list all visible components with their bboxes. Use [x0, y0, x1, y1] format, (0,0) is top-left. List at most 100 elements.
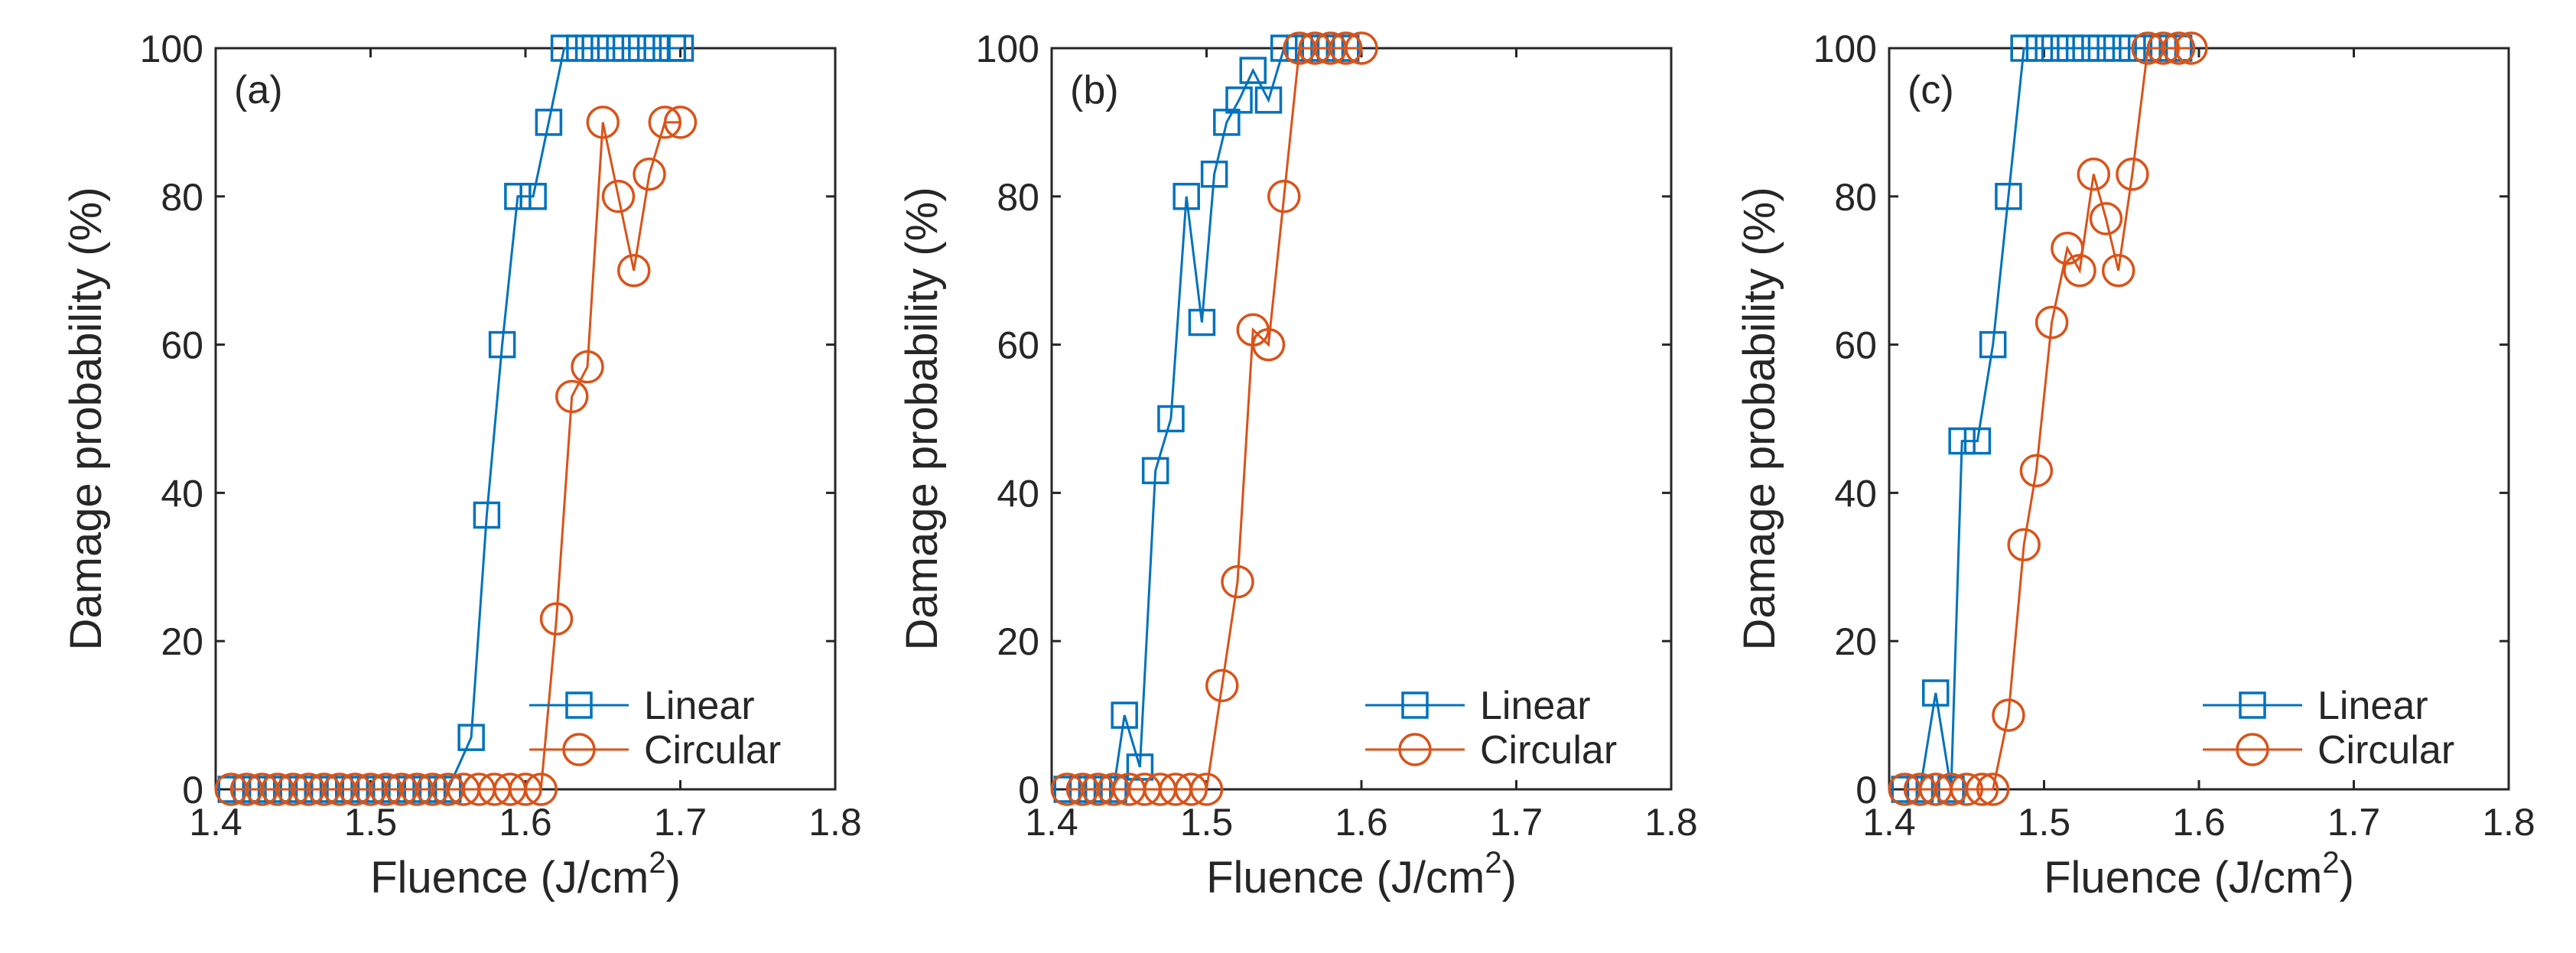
- data-point-linear: [2103, 34, 2131, 62]
- data-point-circular: [1174, 772, 1208, 806]
- data-point-linear: [457, 724, 485, 751]
- panel-2: 1.4 1.5 1.6 1.7 1.8 0 20 40 60 80 100 Fluence (J/cm…: [897, 28, 1698, 903]
- x-axis-label-text: Fluence (J/cm: [2044, 853, 2322, 903]
- x-tick-label: 1.8: [2482, 801, 2535, 844]
- series-circular: [214, 106, 698, 806]
- data-point-linear: [1188, 308, 1216, 337]
- data-point-circular: [2101, 253, 2135, 288]
- x-axis-label-text: Fluence (J/cm: [370, 853, 649, 903]
- data-point-linear: [1963, 427, 1992, 455]
- data-point-linear: [473, 501, 501, 529]
- series-line-circular: [231, 121, 681, 791]
- x-tick-label: 1.4: [1862, 801, 1916, 844]
- data-point-circular: [2089, 202, 2123, 236]
- y-tick-label: 60: [997, 324, 1039, 367]
- panel-3: 1.4 1.5 1.6 1.7 1.8 0 20 40 60 80 100 Fluence (J/cm…: [1735, 28, 2535, 903]
- data-point-linear: [1270, 34, 1298, 62]
- data-point-circular: [2019, 454, 2054, 488]
- legend-label-linear: Linear: [644, 684, 755, 728]
- legend-marker-circular: [1398, 733, 1432, 766]
- x-axis-label-text: Fluence (J/cm: [1206, 853, 1485, 903]
- legend-marker-linear: [2239, 691, 2266, 719]
- x-tick-label: 1.6: [499, 801, 552, 844]
- legend-marker-linear: [1401, 691, 1429, 719]
- data-point-circular: [663, 106, 698, 139]
- x-axis-label: Fluence (J/cm2): [2044, 846, 2354, 903]
- data-point-circular: [1976, 772, 2010, 806]
- data-point-circular: [617, 253, 651, 288]
- data-point-circular: [524, 772, 558, 806]
- data-point-circular: [1329, 31, 1363, 65]
- y-tick-label: 0: [1856, 769, 1877, 812]
- data-point-linear: [597, 34, 625, 62]
- legend-label-linear: Linear: [1480, 684, 1591, 728]
- y-tick-label: 100: [976, 28, 1039, 70]
- data-point-circular: [633, 157, 666, 191]
- x-tick-label: 1.6: [1335, 801, 1388, 844]
- y-tick-label: 60: [1834, 324, 1877, 367]
- data-point-linear: [2025, 34, 2054, 62]
- panel-label: (a): [234, 68, 283, 112]
- data-point-circular: [1345, 31, 1378, 65]
- data-point-linear: [566, 34, 594, 62]
- data-point-circular: [2007, 528, 2041, 561]
- data-point-circular: [2077, 157, 2111, 191]
- x-axis-label-close: ): [666, 853, 681, 903]
- y-tick-label: 0: [1018, 769, 1039, 812]
- x-axis-label-sup: 2: [649, 846, 665, 880]
- data-point-circular: [2146, 31, 2181, 65]
- x-axis-label-sup: 2: [1485, 846, 1501, 880]
- series-linear: [217, 34, 694, 803]
- y-tick-label: 100: [140, 28, 203, 70]
- data-point-linear: [612, 34, 640, 62]
- x-tick-label: 1.7: [1490, 801, 1543, 844]
- y-tick-label: 80: [161, 176, 203, 219]
- legend-label-circular: Circular: [644, 728, 781, 772]
- data-point-linear: [1254, 86, 1283, 114]
- data-point-circular: [509, 772, 542, 806]
- legend-label-linear: Linear: [2317, 684, 2428, 728]
- data-point-linear: [1111, 701, 1138, 729]
- data-point-linear: [535, 109, 563, 136]
- data-point-circular: [2174, 31, 2208, 65]
- data-point-circular: [1205, 668, 1239, 703]
- data-point-linear: [1995, 183, 2022, 210]
- data-point-linear: [488, 330, 516, 359]
- data-point-circular: [1251, 327, 1286, 362]
- y-axis-label: Damage probability (%): [897, 187, 947, 650]
- legend-label-circular: Circular: [1480, 728, 1617, 772]
- y-tick-label: 20: [997, 620, 1039, 663]
- y-axis-label: Damage probability (%): [61, 187, 111, 650]
- data-point-circular: [586, 106, 620, 139]
- y-tick-label: 80: [997, 176, 1039, 219]
- legend-marker-linear: [565, 691, 593, 719]
- y-tick-label: 20: [161, 620, 203, 663]
- data-point-linear: [1979, 330, 2007, 359]
- data-point-circular: [1267, 180, 1301, 213]
- data-point-linear: [1173, 183, 1200, 210]
- y-tick-label: 0: [182, 769, 203, 812]
- data-point-linear: [1157, 405, 1185, 433]
- data-point-linear: [1141, 457, 1169, 485]
- x-axis-label: Fluence (J/cm2): [370, 846, 681, 903]
- y-tick-label: 20: [1834, 620, 1877, 663]
- series-line-linear: [1067, 47, 1346, 791]
- series-line-circular: [1067, 47, 1361, 791]
- y-axis-label: Damage probability (%): [1735, 187, 1784, 650]
- data-point-circular: [1950, 772, 1983, 806]
- series-line-circular: [1904, 47, 2191, 791]
- data-point-linear: [2041, 34, 2069, 62]
- y-tick-label: 80: [1834, 176, 1877, 219]
- y-tick-label: 100: [1813, 28, 1877, 70]
- data-point-linear: [2072, 34, 2100, 62]
- legend-marker-circular: [562, 733, 596, 766]
- data-point-circular: [2034, 305, 2069, 340]
- data-point-linear: [581, 34, 609, 62]
- series-circular: [1050, 31, 1378, 806]
- panel-label: (b): [1070, 68, 1119, 112]
- x-axis-label-sup: 2: [2322, 846, 2339, 880]
- data-point-linear: [519, 183, 547, 210]
